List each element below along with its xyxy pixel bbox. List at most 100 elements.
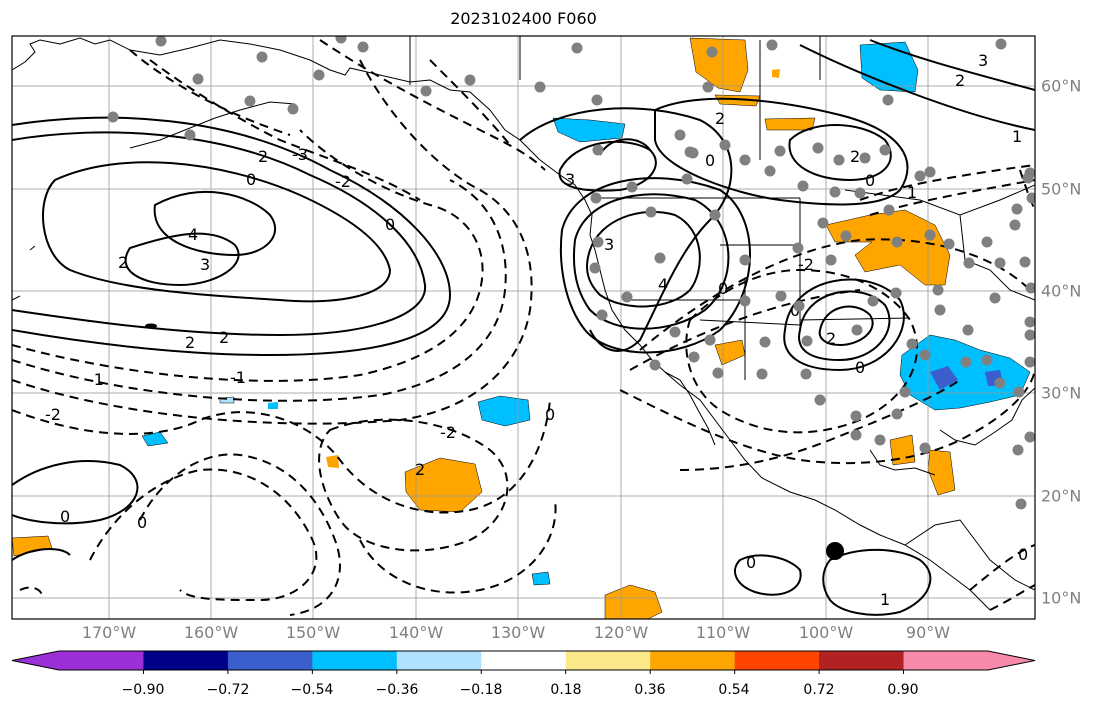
svg-text:2: 2 — [118, 253, 128, 272]
svg-text:0: 0 — [1018, 545, 1028, 564]
svg-text:0: 0 — [385, 215, 395, 234]
station-point — [932, 284, 944, 296]
lon-label: 130°W — [490, 623, 546, 642]
station-point — [1024, 431, 1035, 443]
contours-solid — [12, 39, 1035, 616]
station-point — [989, 292, 1001, 304]
svg-text:-3: -3 — [292, 145, 308, 164]
station-point — [899, 386, 911, 398]
svg-text:0: 0 — [855, 358, 865, 377]
station-point — [420, 85, 432, 97]
svg-text:3: 3 — [200, 255, 210, 274]
svg-text:3: 3 — [978, 51, 988, 70]
colorbar-segment — [396, 651, 482, 670]
svg-text:0: 0 — [246, 170, 256, 189]
station-point — [812, 142, 824, 154]
station-point — [1015, 498, 1027, 510]
station-point — [833, 154, 845, 166]
station-point — [590, 192, 602, 204]
svg-text:2: 2 — [258, 147, 268, 166]
svg-text:0: 0 — [718, 279, 728, 298]
station-point — [775, 290, 787, 302]
station-point — [649, 359, 661, 371]
station-point — [709, 209, 721, 221]
station-point — [596, 309, 608, 321]
colorbar-tick-label: −0.18 — [459, 682, 503, 698]
station-point — [859, 152, 871, 164]
svg-text:1: 1 — [880, 590, 890, 609]
colorbar-extend-low — [12, 651, 59, 670]
station-point — [817, 217, 829, 229]
station-point — [854, 187, 866, 199]
svg-text:-2: -2 — [45, 405, 61, 424]
contour-labels: 4 3 2 2 2 0 0 0 2 -3 0 -2 -1 -1 -2 -2 2 … — [45, 51, 1028, 609]
station-point — [654, 252, 666, 264]
svg-text:2: 2 — [955, 71, 965, 90]
svg-text:0: 0 — [137, 513, 147, 532]
station-point — [774, 145, 786, 157]
station-point — [1022, 172, 1034, 184]
station-point — [867, 295, 879, 307]
station-point — [874, 434, 886, 446]
station-point — [800, 368, 812, 380]
lat-label: 60°N — [1041, 76, 1082, 96]
station-point — [313, 69, 325, 81]
station-point — [712, 367, 724, 379]
svg-text:2: 2 — [715, 109, 725, 128]
svg-text:2: 2 — [415, 460, 425, 479]
station-point — [919, 349, 931, 361]
svg-text:2: 2 — [850, 147, 860, 166]
station-point — [934, 304, 946, 316]
station-point — [592, 144, 604, 156]
station-point — [851, 324, 863, 336]
colorbar-segment — [481, 651, 567, 670]
station-point — [814, 394, 826, 406]
station-point — [287, 103, 299, 115]
station-point — [924, 229, 936, 241]
station-point — [706, 46, 718, 58]
low-center-marker — [145, 323, 157, 329]
station-point — [592, 236, 604, 248]
station-point — [766, 39, 778, 51]
station-point — [840, 230, 852, 242]
colorbar-tick-label: 0.72 — [803, 682, 835, 698]
station-point — [906, 338, 918, 350]
station-point — [719, 139, 731, 151]
station-point — [756, 368, 768, 380]
station-point — [879, 144, 891, 156]
svg-text:3: 3 — [565, 170, 575, 189]
colorbar-segment — [59, 651, 144, 670]
station-point — [571, 42, 583, 54]
station-point — [739, 154, 751, 166]
station-point — [687, 147, 699, 159]
colorbar-segment — [565, 651, 651, 670]
svg-text:3: 3 — [604, 235, 614, 254]
station-point — [792, 242, 804, 254]
station-point — [589, 262, 601, 274]
lon-label: 170°W — [81, 623, 137, 642]
station-point — [943, 238, 955, 250]
lon-label: 150°W — [285, 623, 341, 642]
colorbar-segment — [650, 651, 736, 670]
station-point — [464, 74, 476, 86]
map-frame — [11, 35, 1036, 620]
colorbar-segment — [143, 651, 229, 670]
station-point — [890, 287, 902, 299]
station-point — [155, 36, 167, 47]
lat-label: 10°N — [1041, 588, 1082, 608]
station-point — [994, 377, 1006, 389]
station-point — [244, 95, 256, 107]
colorbar-segment — [734, 651, 820, 670]
station-point — [1013, 386, 1025, 398]
colorbar-segment — [819, 651, 905, 670]
lat-label: 50°N — [1041, 179, 1082, 199]
colorbar-tick-label: −0.90 — [121, 682, 165, 698]
station-point — [995, 38, 1007, 50]
svg-text:4: 4 — [188, 225, 198, 244]
svg-text:1: 1 — [907, 183, 917, 202]
station-point — [960, 356, 972, 368]
station-point — [621, 291, 633, 303]
lat-label: 30°N — [1041, 383, 1082, 403]
center-marker — [826, 542, 844, 560]
svg-text:-1: -1 — [88, 370, 104, 389]
